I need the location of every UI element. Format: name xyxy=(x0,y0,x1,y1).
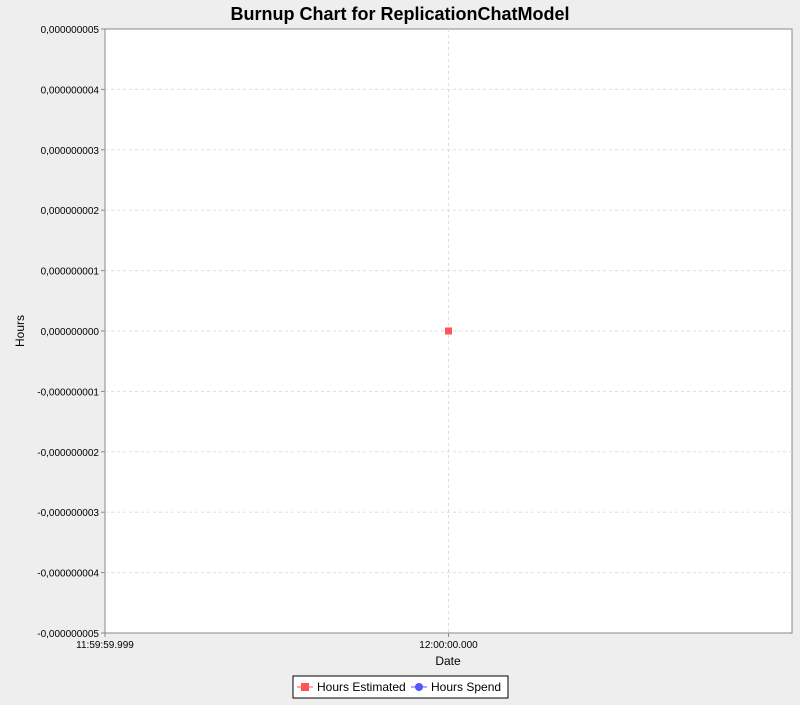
y-axis-label: Hours xyxy=(13,315,27,347)
y-tick-label: 0,000000005 xyxy=(41,25,100,36)
legend-marker-hours-spend xyxy=(415,683,423,691)
x-tick-label: 12:00:00.000 xyxy=(419,640,478,651)
y-tick-label: -0,000000002 xyxy=(37,448,99,459)
series-marks xyxy=(445,327,452,335)
chart-title: Burnup Chart for ReplicationChatModel xyxy=(231,4,570,24)
x-axis-label: Date xyxy=(435,654,461,668)
y-tick-label: -0,000000005 xyxy=(37,629,99,640)
y-tick-label: 0,000000002 xyxy=(41,206,100,217)
legend: Hours Estimated Hours Spend xyxy=(292,675,509,699)
y-tick-label: 0,000000004 xyxy=(41,85,100,96)
legend-label-hours-estimated: Hours Estimated xyxy=(317,680,406,694)
legend-box xyxy=(292,675,509,699)
y-tick-label: 0,000000003 xyxy=(41,146,100,157)
legend-label-hours-spend: Hours Spend xyxy=(431,680,501,694)
y-tick-label: 0,000000000 xyxy=(41,327,100,338)
x-axis-ticks: 11:59:59.999 12:00:00.000 xyxy=(76,633,478,651)
y-tick-label: 0,000000001 xyxy=(41,267,100,278)
x-tick-label: 11:59:59.999 xyxy=(76,640,134,651)
y-tick-label: -0,000000003 xyxy=(37,508,99,519)
y-axis-ticks: 0,000000005 0,000000004 0,000000003 0,00000… xyxy=(37,25,105,640)
legend-marker-hours-estimated xyxy=(301,683,309,691)
data-point-hours-estimated xyxy=(445,327,452,335)
y-tick-label: -0,000000004 xyxy=(37,569,99,580)
y-tick-label: -0,000000001 xyxy=(37,387,99,398)
